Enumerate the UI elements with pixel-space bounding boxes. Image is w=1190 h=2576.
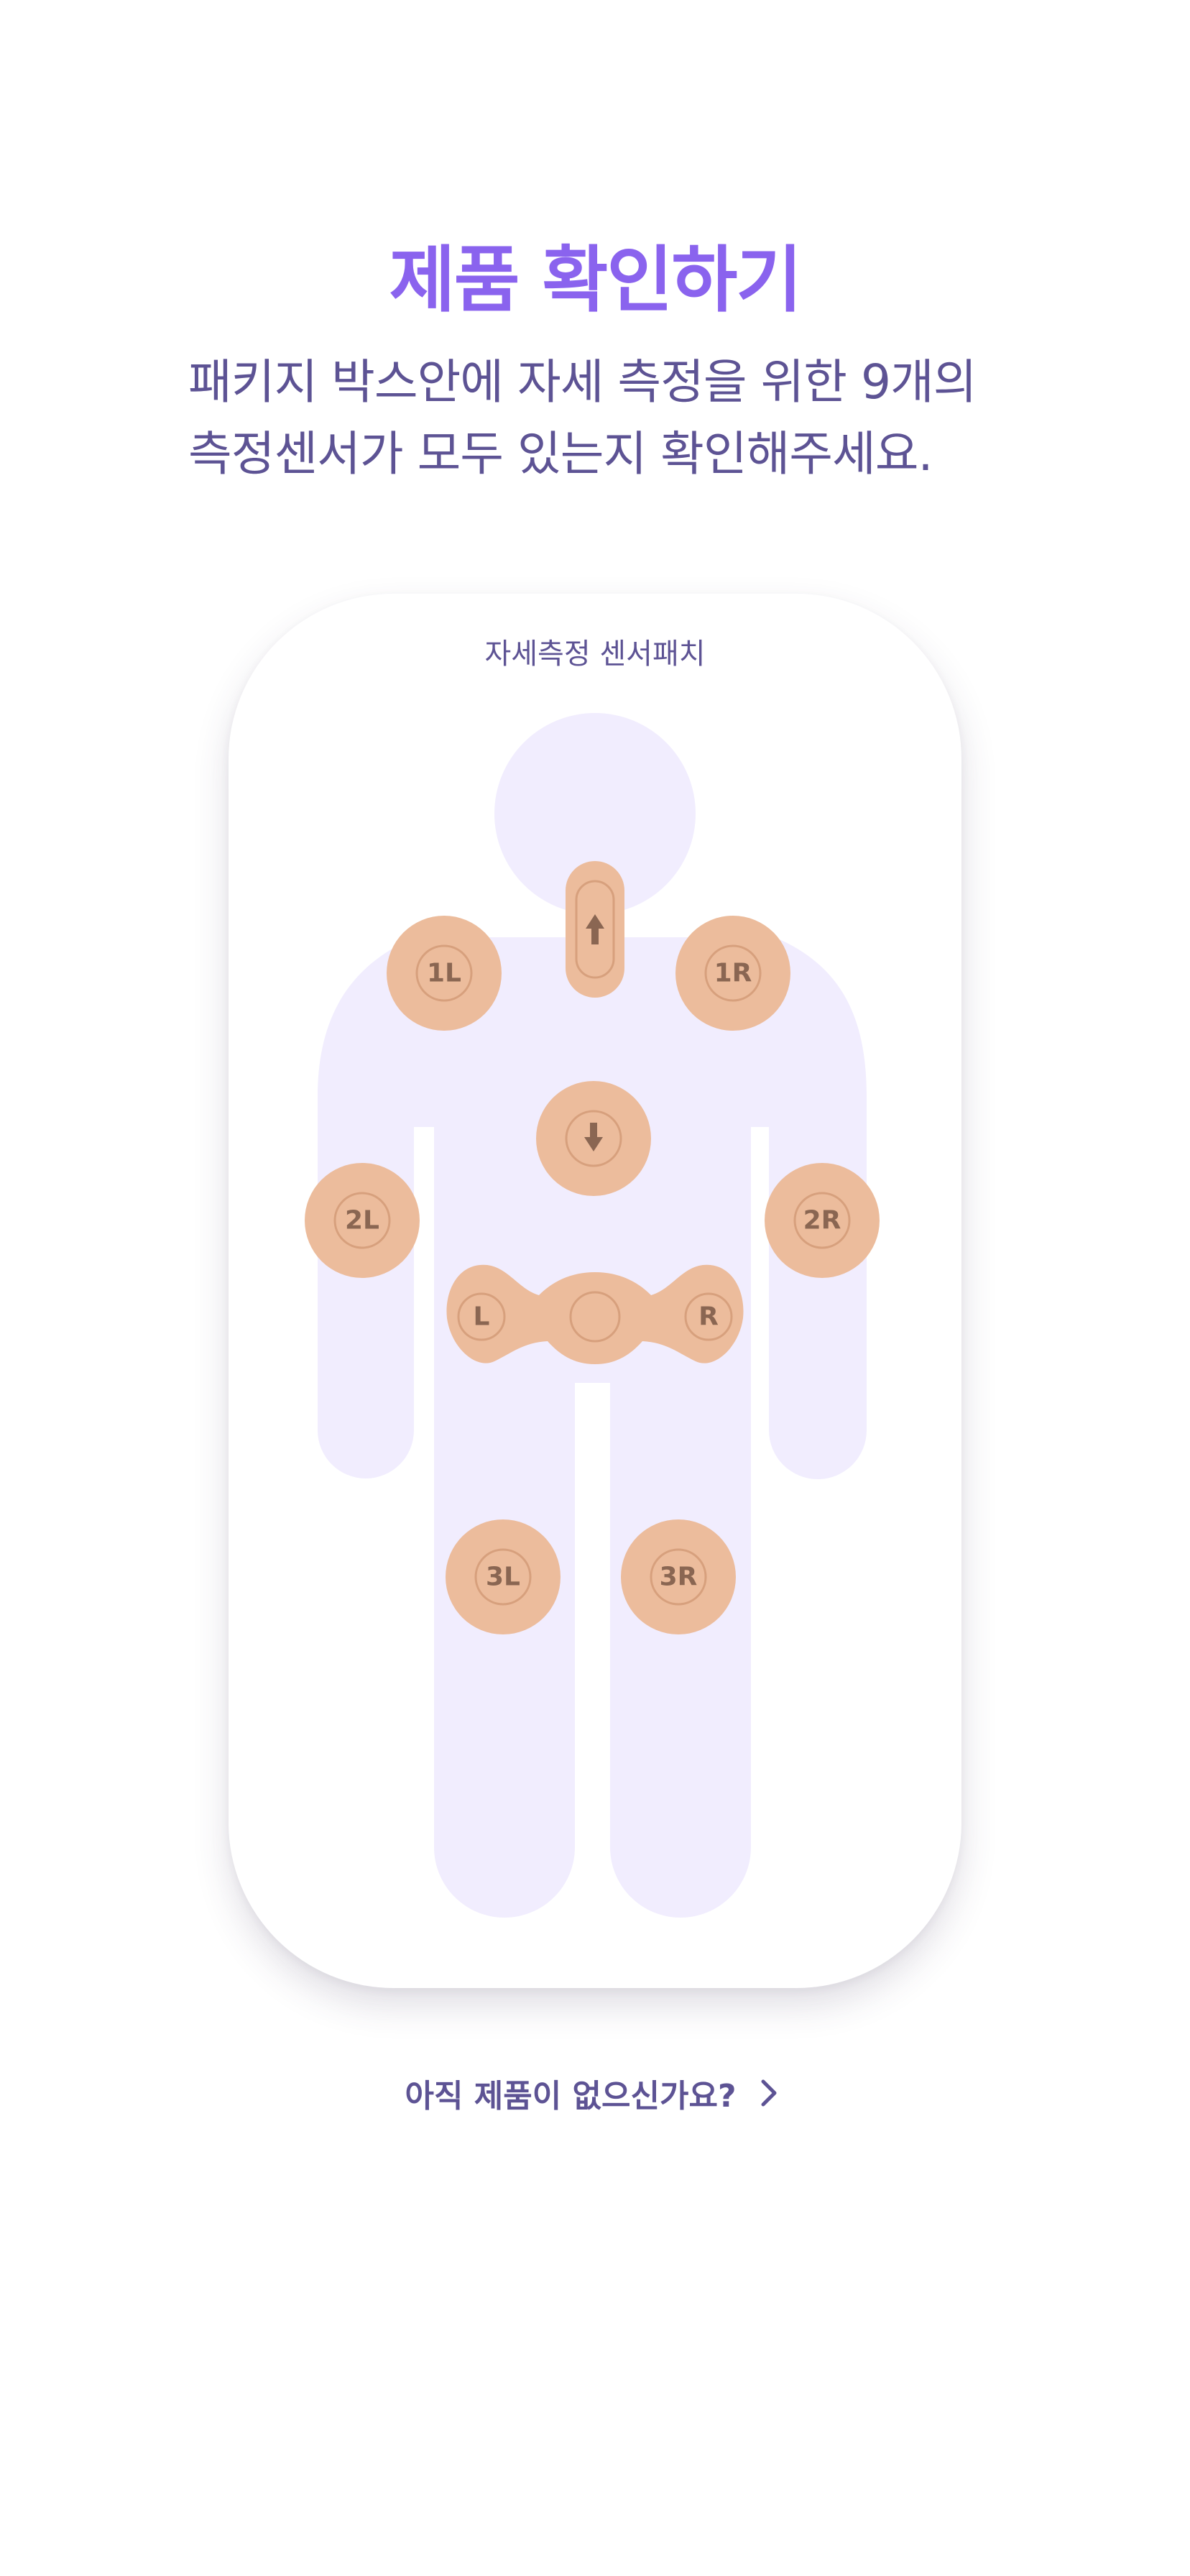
sensor-1l: 1L — [387, 916, 502, 1031]
description-line-1: 패키지 박스안에 자세 측정을 위한 9개의 — [188, 354, 977, 410]
sensor-patch-card: 자세측정 센서패치 1L 1R — [229, 594, 961, 1988]
neck-sensor-patch — [566, 861, 624, 998]
no-product-link[interactable]: 아직 제품이 없으신가요? — [0, 2070, 1190, 2116]
sensor-2r: 2R — [765, 1163, 880, 1278]
arrow-down-icon — [584, 1123, 603, 1151]
sensor-2l: 2L — [305, 1163, 420, 1278]
hip-sensor-patch: L R — [446, 1264, 744, 1364]
sensor-3l-label: 3L — [486, 1563, 520, 1592]
chest-sensor-patch — [536, 1081, 651, 1196]
arrow-up-icon — [586, 914, 604, 944]
page-description: 패키지 박스안에 자세 측정을 위한 9개의 측정센서가 모두 있는지 확인해주… — [188, 346, 1051, 490]
card-label: 자세측정 센서패치 — [484, 638, 706, 671]
sensor-3r-label: 3R — [660, 1563, 698, 1592]
sensor-1r: 1R — [675, 916, 790, 1031]
sensor-1r-label: 1R — [714, 959, 752, 988]
sensor-3l: 3L — [446, 1519, 561, 1634]
body-silhouette — [318, 713, 867, 1918]
body-figure: 1L 1R 2L 2R — [305, 713, 880, 1918]
sensor-2l-label: 2L — [345, 1206, 379, 1236]
description-line-2: 측정센서가 모두 있는지 확인해주세요. — [188, 426, 933, 482]
no-product-link-label: 아직 제품이 없으신가요? — [405, 2078, 737, 2115]
page-title: 제품 확인하기 — [389, 238, 803, 322]
sensor-3r: 3R — [621, 1519, 736, 1634]
sensor-1l-label: 1L — [427, 959, 461, 988]
chevron-right-icon — [761, 2079, 777, 2107]
sensor-hip-r-label: R — [698, 1302, 719, 1332]
torso-shape — [318, 937, 867, 1918]
head-shape — [494, 713, 696, 914]
sensor-hip-l-label: L — [474, 1302, 490, 1332]
sensor-2r-label: 2R — [803, 1206, 841, 1236]
